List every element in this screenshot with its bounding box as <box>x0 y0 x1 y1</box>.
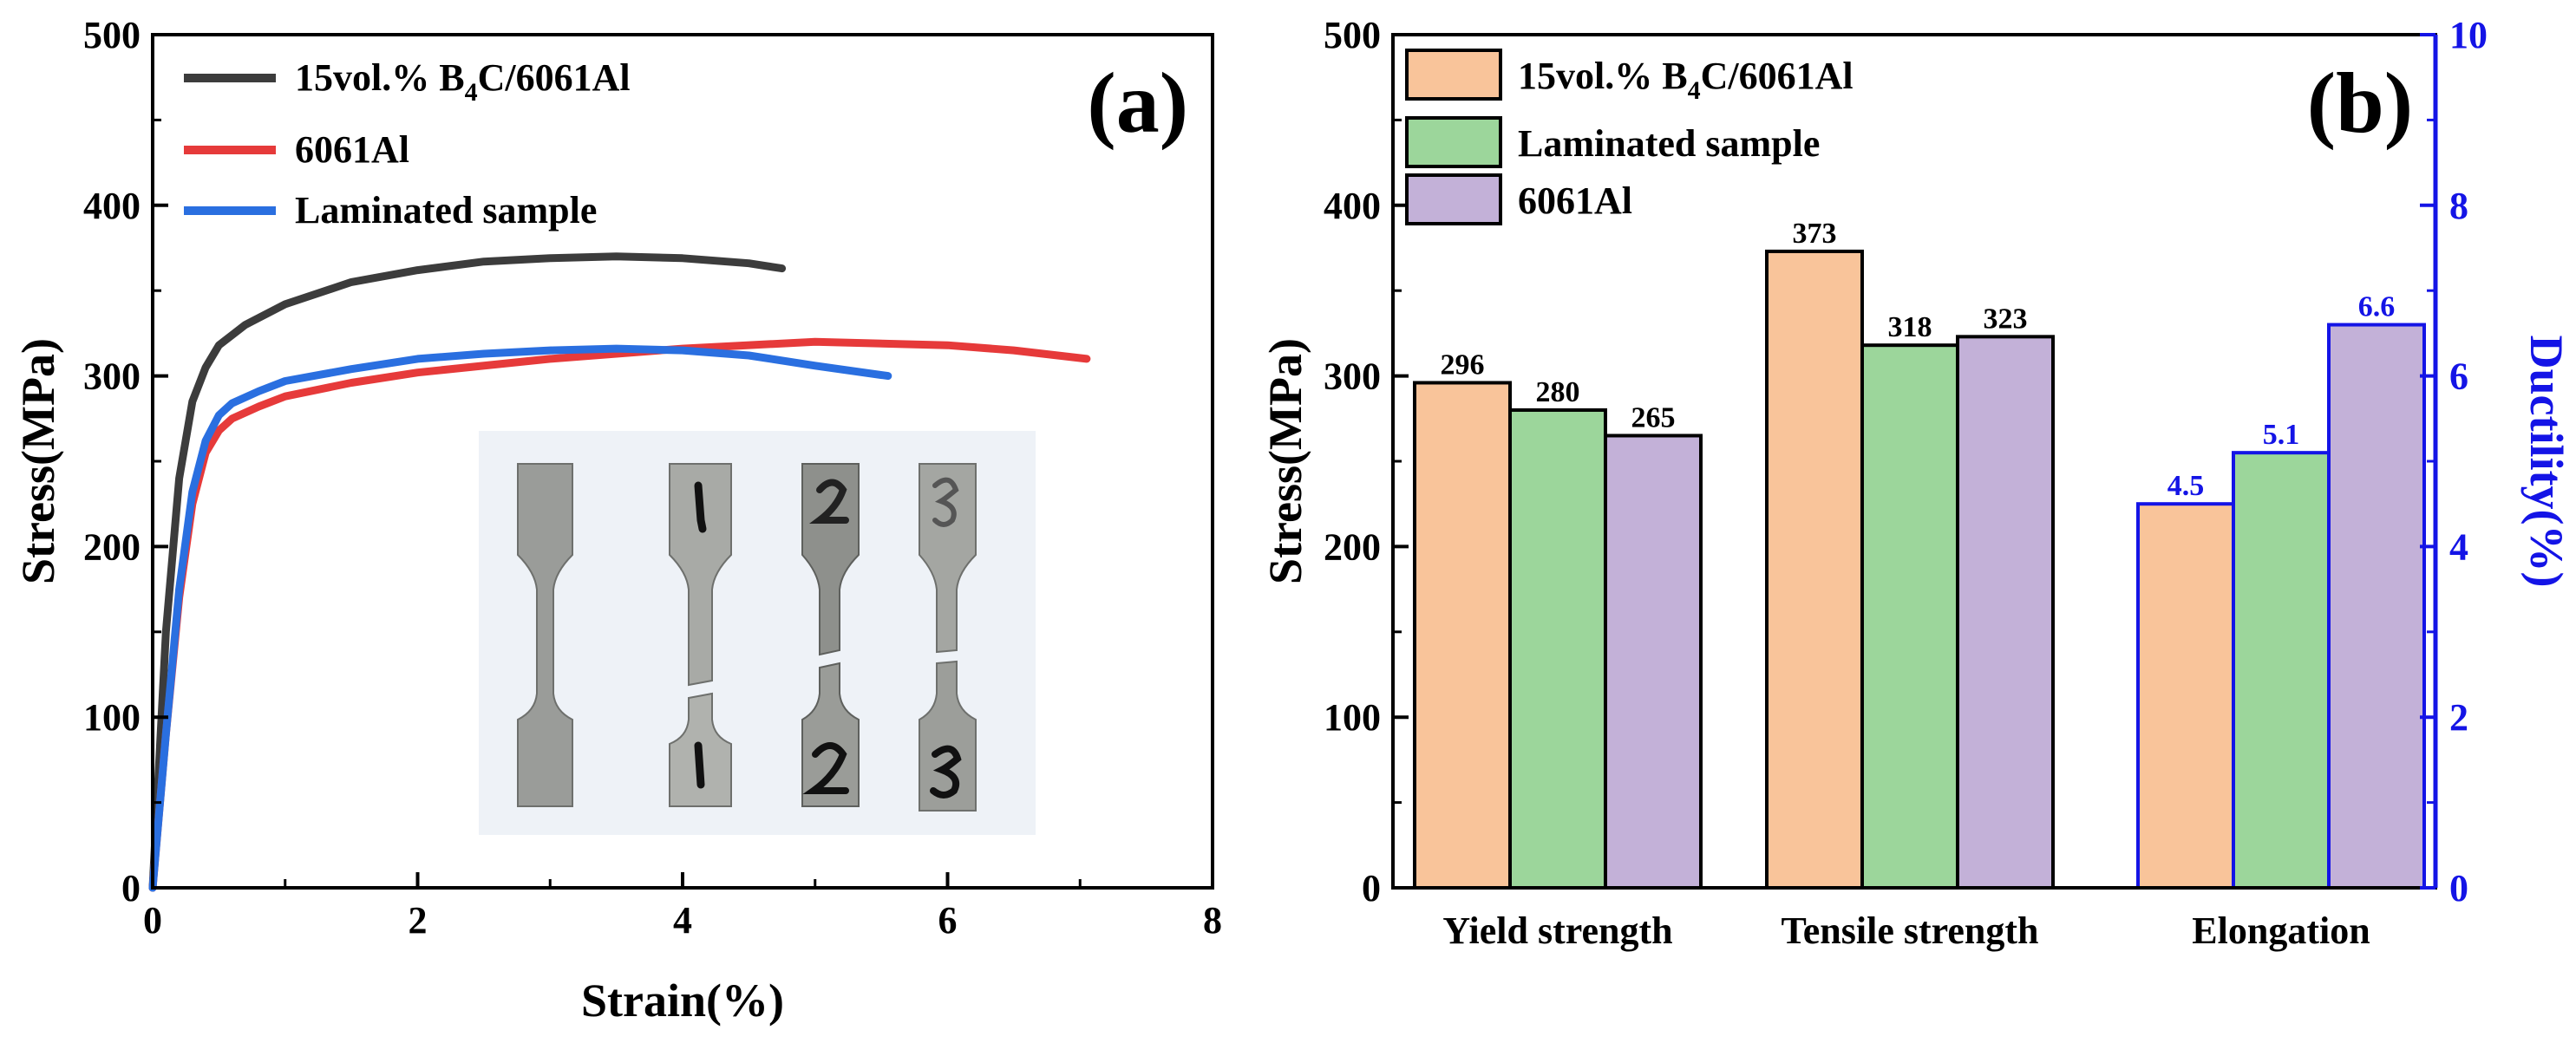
legend-label-composite-bar: 15vol.% B4C/6061Al <box>1518 55 1854 105</box>
bar-0-2 <box>1604 433 1703 890</box>
bar-value-label: 280 <box>1536 376 1580 408</box>
bar-1-1 <box>1860 343 1959 890</box>
bar-value-label: 4.5 <box>2167 470 2205 502</box>
panel-b-y2label: Ductility(%) <box>2520 336 2573 588</box>
bar-value-label: 296 <box>1441 349 1485 381</box>
bar-2-1 <box>2232 451 2331 890</box>
y2-tick-label: 10 <box>2449 14 2488 56</box>
x-tick-label: 8 <box>1203 899 1222 942</box>
panel-b-legend: 15vol.% B4C/6061Al Laminated sample 6061… <box>1405 49 1854 225</box>
y-tick-label: 0 <box>121 867 141 909</box>
x-tick-label: 2 <box>409 899 428 942</box>
bar-value-label: 323 <box>1984 303 2028 335</box>
bar-1-0 <box>1765 249 1864 890</box>
panel-b-label: (b) <box>2307 55 2413 151</box>
category-label: Tensile strength <box>1781 909 2038 952</box>
panel-a-label: (a) <box>1087 55 1188 151</box>
legend-label-composite: 15vol.% B4C/6061Al <box>295 56 631 107</box>
legend-swatch-laminated-bar <box>1405 116 1502 168</box>
x-tick-label: 0 <box>143 899 162 942</box>
bar-value-label: 5.1 <box>2263 419 2300 451</box>
bar-2-2 <box>2327 323 2426 890</box>
y2-tick-label: 0 <box>2449 867 2468 909</box>
bar-value-label: 6.6 <box>2358 291 2396 323</box>
legend-label-laminated: Laminated sample <box>295 189 597 231</box>
y-tick-label: 400 <box>83 185 141 227</box>
bar-0-0 <box>1413 381 1512 890</box>
y2-tick-label: 4 <box>2449 525 2468 568</box>
legend-label-laminated-bar: Laminated sample <box>1518 122 1820 165</box>
panel-a-ticks: 0 2 4 6 8 0 100 200 300 400 500 <box>83 14 1222 942</box>
panel-b-ylabel: Stress(MPa) <box>1259 338 1311 584</box>
panel-a-legend: 15vol.% B4C/6061Al 6061Al Laminated samp… <box>184 56 631 231</box>
y-tick-label: 0 <box>1362 867 1381 909</box>
category-label: Yield strength <box>1442 909 1672 952</box>
series-line-2 <box>148 344 892 892</box>
legend-swatch-composite-bar <box>1405 49 1502 101</box>
x-tick-label: 4 <box>673 899 692 942</box>
y-tick-label: 500 <box>83 14 141 56</box>
bar-2-0 <box>2136 502 2235 890</box>
bar-value-label: 318 <box>1888 311 1932 343</box>
y2-tick-label: 2 <box>2449 696 2468 739</box>
panel-a-lines <box>148 252 1091 892</box>
y-tick-label: 300 <box>83 355 141 398</box>
y-tick-label: 300 <box>1324 355 1381 398</box>
y2-tick-label: 8 <box>2449 185 2468 227</box>
legend-swatch-6061al-bar <box>1405 173 1502 225</box>
y2-tick-label: 6 <box>2449 355 2468 398</box>
specimen-photo <box>479 431 1036 835</box>
y-tick-label: 500 <box>1324 14 1381 56</box>
legend-label-6061al-bar: 6061Al <box>1518 179 1632 222</box>
panel-a-xlabel: Strain(%) <box>581 975 784 1027</box>
series-line-0 <box>148 252 787 892</box>
y-tick-label: 200 <box>83 525 141 568</box>
bar-0-1 <box>1508 407 1607 890</box>
bar-1-2 <box>1956 335 2055 890</box>
panel-b-ticks: 0 100 200 300 400 500 0 2 4 6 8 10 <box>1324 14 2488 909</box>
panel-a-ylabel: Stress(MPa) <box>12 338 64 584</box>
panel-b-bars: 296 280 265 Yield strength 373 318 323 Tensile … <box>1413 218 2426 952</box>
category-label: Elongation <box>2192 909 2370 952</box>
panel-a: 0 2 4 6 8 0 100 200 300 400 500 Strain(%) Stress(M… <box>12 14 1222 1027</box>
x-tick-label: 6 <box>938 899 958 942</box>
y-tick-label: 400 <box>1324 185 1381 227</box>
bar-value-label: 265 <box>1631 401 1676 433</box>
y-tick-label: 100 <box>1324 696 1381 739</box>
y-tick-label: 200 <box>1324 525 1381 568</box>
bar-value-label: 373 <box>1793 218 1837 250</box>
y-tick-label: 100 <box>83 696 141 739</box>
legend-label-6061al: 6061Al <box>295 128 409 171</box>
